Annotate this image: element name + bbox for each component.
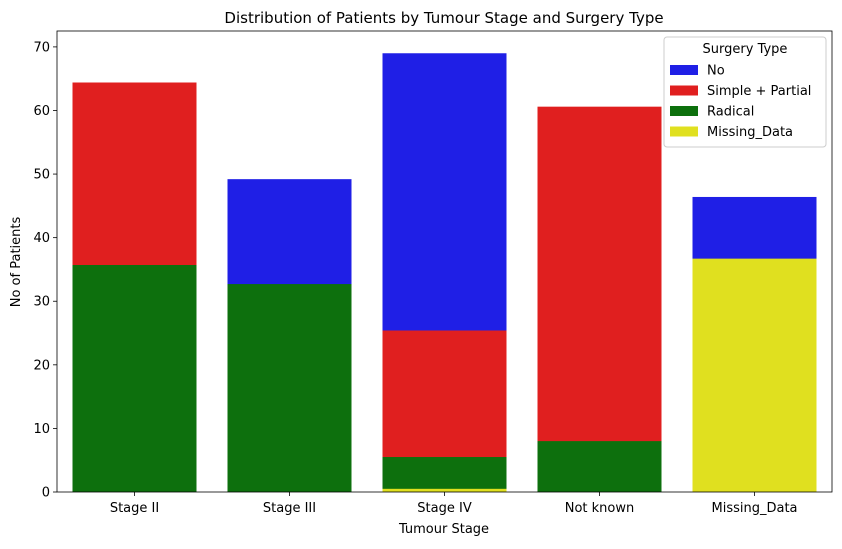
legend-label-simple-partial: Simple + Partial bbox=[707, 84, 811, 99]
y-tick-label: 40 bbox=[33, 231, 50, 246]
y-tick-label: 50 bbox=[33, 168, 50, 183]
bar-not-known-simple-partial bbox=[537, 106, 662, 492]
y-tick-label: 70 bbox=[33, 40, 50, 55]
legend-swatch-missing-data bbox=[670, 126, 698, 137]
legend-label-missing-data: Missing_Data bbox=[707, 125, 793, 140]
legend-label-no: No bbox=[707, 64, 725, 79]
legend: Surgery Type No Simple + Partial Radical Mis… bbox=[663, 36, 827, 148]
legend-label-radical: Radical bbox=[707, 105, 754, 120]
legend-swatch-simple-partial bbox=[670, 85, 698, 96]
y-tick-label: 20 bbox=[33, 358, 50, 373]
chart-title: Distribution of Patients by Tumour Stage… bbox=[224, 9, 663, 27]
legend-swatch-no bbox=[670, 65, 698, 75]
axes-layer: 0 10 20 30 40 50 60 70 Stage II Stage III Stage IV… bbox=[33, 30, 833, 516]
bars-layer bbox=[72, 53, 817, 493]
bar-missing-data-missing-data bbox=[692, 258, 817, 492]
bar-stage-iii-radical bbox=[227, 284, 352, 492]
x-tick-label: Stage IV bbox=[417, 501, 472, 516]
y-axis-label: No of Patients bbox=[9, 217, 24, 308]
legend-swatch-radical bbox=[670, 106, 698, 116]
y-tick-label: 30 bbox=[33, 295, 50, 310]
x-tick-label: Not known bbox=[565, 501, 635, 516]
bar-stage-iv-missing-data bbox=[382, 488, 507, 492]
legend-title: Surgery Type bbox=[703, 42, 788, 57]
bar-stage-ii-radical bbox=[72, 264, 197, 492]
x-tick-label: Stage II bbox=[110, 501, 159, 516]
y-tick-label: 60 bbox=[33, 104, 50, 119]
x-tick-label: Missing_Data bbox=[711, 501, 797, 516]
legend-box bbox=[663, 36, 827, 148]
x-tick-label: Stage III bbox=[263, 501, 316, 516]
x-axis-label: Tumour Stage bbox=[398, 522, 489, 537]
bar-not-known-radical bbox=[537, 441, 662, 492]
bar-stage-iv-radical bbox=[382, 457, 507, 492]
y-tick-label: 10 bbox=[33, 422, 50, 437]
y-tick-label: 0 bbox=[42, 486, 50, 501]
